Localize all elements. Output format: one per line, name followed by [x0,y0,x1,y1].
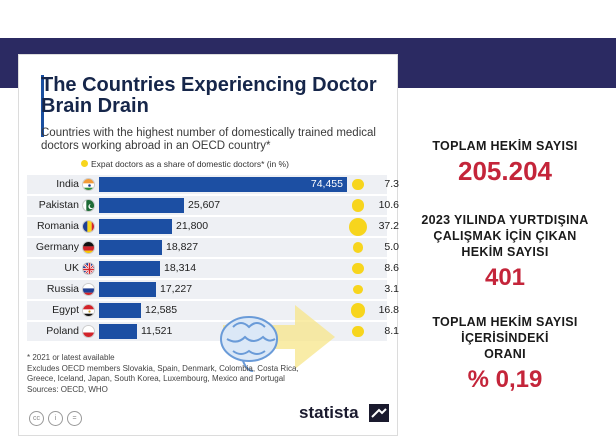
bar [99,303,141,318]
bar-value-label: 11,521 [141,325,173,337]
footnote-line: Sources: OECD, WHO [27,384,108,394]
no-derivatives-icon[interactable]: = [67,411,82,426]
chart-row: Pakistan 25,607 10.6 [19,196,399,217]
share-dot [352,325,364,338]
category-label: Germany [35,241,79,253]
flag-icon [82,241,95,254]
ratio-value: % 0,19 [467,366,543,393]
share-value-label: 16.8 [378,304,399,316]
legend-label: Expat doctors as a share of domestic doc… [91,159,289,169]
share-dot [352,262,364,275]
category-label: Poland [46,325,79,337]
category-label: Russia [46,283,79,295]
share-value-label: 5.0 [384,241,399,253]
share-value-label: 7.3 [384,178,399,190]
share-value-label: 8.1 [384,325,399,337]
share-value-label: 8.6 [384,262,399,274]
chart-title: The Countries Experiencing Doctor Brain … [41,74,377,117]
footnote-line: * 2021 or latest available [27,353,115,362]
flag-icon [82,262,95,275]
creative-commons-icon[interactable]: cc [29,411,44,426]
doctors-left-label-line2: ÇALIŞMAK İÇİN ÇIKAN [433,229,577,243]
share-dot [352,242,364,253]
category-label: UK [64,262,79,274]
row-background [27,259,387,278]
flag-icon [82,199,95,212]
flag-icon [82,283,95,296]
brain-icon [220,316,278,372]
bar-chart: India 74,455 7.3 Pakistan 25,607 10.6 Romania 2… [19,175,399,343]
chart-subtitle: Countries with the highest number of dom… [41,127,376,152]
footnotes: * 2021 or latest available Excludes OECD… [27,353,391,395]
share-dot [352,178,364,191]
share-dot [350,303,366,318]
bar-value-label: 17,227 [160,283,193,295]
title-accent-line [41,75,44,137]
chart-row: Germany 18,827 5.0 [19,238,399,259]
ratio-label-line2: İÇERİSİNDEKİ [461,331,549,345]
chart-row: Russia 17,227 3.1 [19,280,399,301]
chart-row: Poland 11,521 8.1 [19,322,399,343]
category-label: Egypt [52,304,79,316]
footnote-line: Excludes OECD members Slovakia, Spain, D… [27,363,299,373]
doctors-left-value: 401 [484,264,526,291]
flag-icon [82,325,95,338]
ratio-label-line1: TOPLAM HEKİM SAYISI [432,315,578,329]
ratio-label-line3: ORANI [484,347,526,361]
share-dot [353,284,363,295]
license-icons: cc i = [29,407,86,426]
chart-card: The Countries Experiencing Doctor Brain … [18,54,399,436]
brain-arrow-illustration [220,305,335,372]
share-dot [349,217,367,236]
share-dot [351,199,365,212]
chart-row: Romania 21,800 37.2 [19,217,399,238]
share-value-label: 3.1 [384,283,399,295]
bar [99,198,184,213]
flag-icon [82,178,95,191]
bar [99,324,137,339]
bar-value-label: 18,314 [164,262,197,274]
total-doctors-value: 205.204 [458,156,552,186]
bar [99,261,160,276]
legend: Expat doctors as a share of domestic doc… [81,159,289,169]
category-label: Romania [36,220,79,232]
chart-row: India 74,455 7.3 [19,175,399,196]
share-value-label: 10.6 [378,199,399,211]
bar [99,177,347,192]
category-label: India [56,178,79,190]
chart-row: Egypt 12,585 16.8 [19,301,399,322]
chart-row: UK 18,314 8.6 [19,259,399,280]
arrow-shape [223,305,335,369]
bar [99,219,172,234]
bar-value-label: 18,827 [166,241,199,253]
bar-value-label: 12,585 [145,304,178,316]
flag-icon [82,304,95,317]
brand-wordmark: statista [299,403,359,422]
row-background [27,238,387,257]
category-label: Pakistan [38,199,79,211]
flag-icon [82,220,95,233]
bar-value-label: 74,455 [310,178,343,190]
total-doctors-label: TOPLAM HEKİM SAYISI [432,139,578,153]
attribution-icon[interactable]: i [48,411,63,426]
bar-value-label: 21,800 [176,220,209,232]
doctors-left-label-line1: 2023 YILINDA YURTDIŞINA [421,213,589,227]
bar [99,240,162,255]
legend-dot-icon [81,160,88,167]
bar-value-label: 25,607 [188,199,221,211]
bar [99,282,156,297]
brand-logo-icon [369,404,389,422]
footnote-line: Greece, Iceland, Japan, South Korea, Lux… [27,374,285,383]
share-value-label: 37.2 [378,220,399,232]
doctors-left-label-line3: HEKİM SAYISI [461,245,549,259]
